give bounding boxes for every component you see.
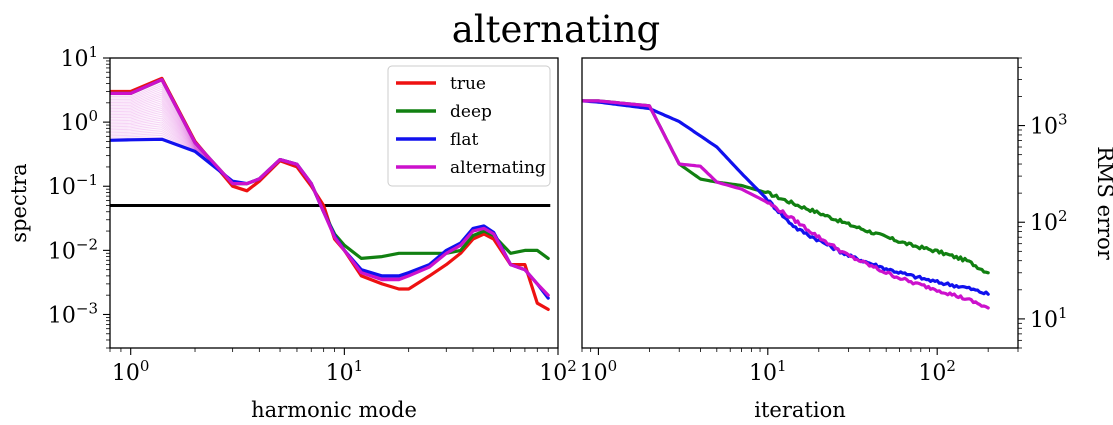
legend-box: [387, 65, 551, 187]
series-line-true: [110, 76, 550, 311]
spectra-x-axis-label: harmonic mode: [251, 398, 417, 422]
legend-label-true: true: [450, 74, 486, 94]
y-tick-label-exponent: −3: [76, 299, 98, 317]
legend: true deep flat alternating: [387, 65, 551, 187]
y-tick-label-base: 10: [48, 303, 76, 328]
y-tick-label-exponent: 0: [88, 107, 98, 125]
x-tick-label-base: 10: [580, 361, 608, 386]
legend-label-alternating: alternating: [450, 158, 546, 178]
x-tick-label-base: 10: [112, 361, 140, 386]
x-tick-label-base: 10: [749, 361, 777, 386]
y-tick-label-exponent: −1: [76, 171, 98, 189]
x-tick-label-exponent: 2: [567, 357, 577, 375]
chart-title: alternating: [452, 8, 660, 51]
x-tick-label: 100: [112, 357, 150, 386]
x-tick-label: 102: [918, 357, 956, 386]
y-tick-label-base: 10: [1030, 308, 1058, 333]
series-line-alternating: [582, 99, 990, 310]
x-tick-label-exponent: 2: [946, 357, 956, 375]
y-tick-label-exponent: 1: [88, 43, 98, 61]
y-tick-label: 10−2: [48, 235, 98, 264]
y-tick-label-base: 10: [1030, 211, 1058, 236]
y-tick-label: 102: [1030, 207, 1068, 236]
y-tick-label: 10−3: [48, 299, 98, 328]
x-tick-label-exponent: 1: [777, 357, 787, 375]
series-line-deep: [582, 99, 990, 275]
y-tick-label-exponent: 1: [1058, 304, 1068, 322]
x-tick-label: 101: [749, 357, 787, 386]
y-tick-label: 101: [1030, 304, 1068, 333]
x-tick-label-exponent: 0: [608, 357, 618, 375]
x-tick-label-exponent: 1: [354, 357, 364, 375]
rms-error-series: [582, 99, 990, 310]
y-tick-label: 101: [60, 43, 98, 72]
rms-error-plot-frame: [581, 57, 1019, 349]
y-tick-label-base: 10: [60, 47, 88, 72]
y-tick-label-exponent: −2: [76, 235, 98, 253]
y-tick-label-exponent: 3: [1058, 111, 1068, 129]
rms-error-y-axis-label: RMS error: [1093, 146, 1113, 261]
x-tick-label: 100: [580, 357, 618, 386]
rms-error-x-axis-label: iteration: [754, 398, 845, 422]
y-tick-label-base: 10: [1030, 115, 1058, 140]
series-line-alternating: [110, 77, 550, 297]
spectra-y-axis-label: spectra: [7, 163, 31, 242]
y-tick-label-base: 10: [48, 175, 76, 200]
x-tick-label-base: 10: [539, 361, 567, 386]
series-line-flat: [582, 99, 990, 296]
y-tick-label: 10−1: [48, 171, 98, 200]
x-tick-label-base: 10: [918, 361, 946, 386]
legend-label-deep: deep: [450, 102, 492, 122]
y-tick-label-base: 10: [48, 239, 76, 264]
spectra-plot-frame: [109, 57, 559, 349]
x-tick-label-base: 10: [326, 361, 354, 386]
spectra-series: [110, 76, 551, 311]
x-tick-label: 101: [326, 357, 364, 386]
y-tick-label: 103: [1030, 111, 1068, 140]
y-tick-label: 100: [60, 107, 98, 136]
x-tick-label: 102: [539, 357, 577, 386]
x-tick-label-exponent: 0: [140, 357, 150, 375]
y-tick-label-exponent: 2: [1058, 207, 1068, 225]
y-tick-label-base: 10: [60, 111, 88, 136]
legend-label-flat: flat: [450, 130, 478, 150]
